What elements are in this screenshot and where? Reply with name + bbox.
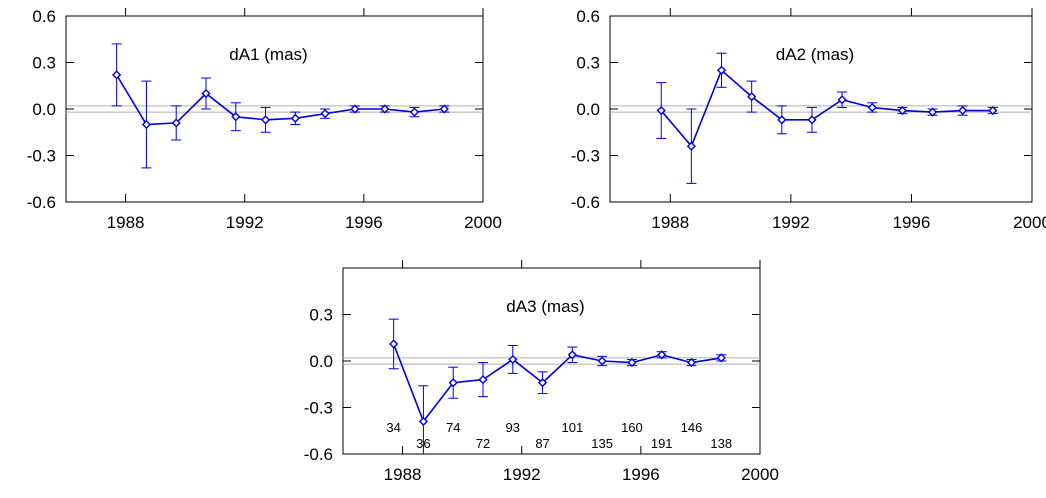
x-tick-label: 1996 <box>622 465 660 484</box>
data-point <box>508 354 518 365</box>
data-point <box>686 357 697 368</box>
data-point <box>260 115 271 125</box>
count-annotation: 36 <box>416 436 430 451</box>
y-tick-label: 0.6 <box>576 7 600 26</box>
panel-da2: 0.6 0.3 0.0 -0.3 -0.6 1988 1992 1996 2000 dA2 (ma… <box>571 7 1046 232</box>
data-point <box>389 339 399 349</box>
data-point <box>171 118 181 128</box>
count-annotation: 135 <box>591 436 613 451</box>
data-point <box>231 112 241 122</box>
x-tick-label: 1996 <box>345 213 383 232</box>
data-point <box>867 102 877 113</box>
y-tick-label: -0.6 <box>304 445 333 464</box>
panel-da1: 0.6 0.3 0.0 -0.3 -0.6 1988 1992 1996 2000 dA1 (ma… <box>27 7 502 232</box>
y-tick-label: 0.0 <box>576 100 600 119</box>
panel-da3: 0.3 0.0 -0.3 -0.6 1988 1992 1996 2000 dA3 (mas) 3… <box>304 260 779 484</box>
series-line <box>660 68 993 148</box>
data-point <box>627 357 637 368</box>
data-point <box>988 105 998 116</box>
chart-title: dA3 (mas) <box>506 297 584 316</box>
chart-title: dA2 (mas) <box>776 45 854 64</box>
plot-frame <box>65 15 484 203</box>
data-point <box>837 95 847 105</box>
x-tick-label: 2000 <box>1013 213 1046 232</box>
count-annotation: 74 <box>446 420 460 435</box>
data-point <box>380 104 390 114</box>
data-point <box>418 416 429 427</box>
x-tick-label: 2000 <box>741 465 779 484</box>
y-tick-label: -0.6 <box>27 193 56 212</box>
count-annotation: 101 <box>561 420 583 435</box>
data-point <box>927 107 938 117</box>
data-point <box>112 70 122 80</box>
chart-title: dA1 (mas) <box>229 45 307 64</box>
count-annotation: 138 <box>710 436 732 451</box>
y-tick-label: -0.3 <box>304 399 333 418</box>
data-point <box>320 109 330 119</box>
y-tick-label: 0.6 <box>32 7 56 26</box>
series-group <box>656 52 998 184</box>
data-point <box>439 104 449 114</box>
count-annotation: 160 <box>621 420 643 435</box>
count-annotation: 72 <box>476 436 490 451</box>
data-point <box>716 65 727 75</box>
data-point <box>567 350 577 360</box>
plot-frame <box>609 15 1033 203</box>
data-point <box>807 115 817 125</box>
data-point <box>657 350 667 360</box>
y-tick-label: 0.0 <box>309 352 333 371</box>
data-point <box>537 378 548 388</box>
x-tick-label: 1992 <box>772 213 810 232</box>
x-tick-label: 1988 <box>384 465 422 484</box>
data-point <box>777 115 787 125</box>
count-annotation: 87 <box>535 436 549 451</box>
y-tick-label: 0.3 <box>309 306 333 325</box>
y-tick-label: -0.3 <box>571 147 600 166</box>
data-point <box>656 105 666 116</box>
x-tick-label: 1992 <box>226 213 264 232</box>
series-group <box>388 318 727 454</box>
data-point <box>716 353 726 363</box>
count-annotation: 191 <box>651 436 673 451</box>
data-point <box>686 141 696 151</box>
x-tick-label: 1992 <box>503 465 541 484</box>
y-tick-label: -0.6 <box>571 193 600 212</box>
x-tick-label: 1996 <box>893 213 931 232</box>
y-tick-label: -0.3 <box>27 147 56 166</box>
x-tick-label: 2000 <box>464 213 502 232</box>
data-point <box>350 104 360 114</box>
data-point <box>141 119 152 130</box>
data-point <box>409 107 420 117</box>
count-annotation: 34 <box>386 420 400 435</box>
y-tick-label: 0.0 <box>32 100 56 119</box>
x-tick-label: 1988 <box>651 213 689 232</box>
count-annotation: 146 <box>681 420 703 435</box>
y-tick-label: 0.3 <box>576 54 600 73</box>
series-line <box>392 343 722 424</box>
series-group <box>111 43 450 169</box>
data-point <box>478 375 488 385</box>
data-point <box>290 113 300 123</box>
count-annotation: 93 <box>506 420 520 435</box>
data-point <box>897 105 907 116</box>
data-point <box>597 356 607 366</box>
series-line <box>115 74 445 126</box>
data-point <box>958 105 968 116</box>
data-point <box>747 92 757 102</box>
data-point <box>201 88 211 99</box>
y-tick-label: 0.3 <box>32 54 56 73</box>
data-point <box>448 378 458 388</box>
x-tick-label: 1988 <box>107 213 145 232</box>
